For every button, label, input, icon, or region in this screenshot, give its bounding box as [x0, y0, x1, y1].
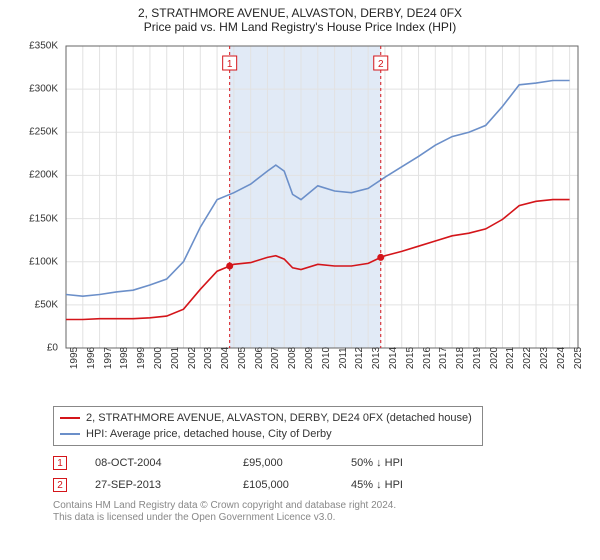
ytick-label: £200K [29, 170, 58, 181]
xtick-label: 2021 [505, 347, 516, 369]
ytick-label: £250K [29, 127, 58, 138]
sale-price-2: £105,000 [243, 479, 323, 491]
xtick-label: 2024 [556, 347, 567, 369]
xtick-label: 1998 [119, 347, 130, 369]
svg-text:1: 1 [227, 59, 233, 70]
legend-label-property: 2, STRATHMORE AVENUE, ALVASTON, DERBY, D… [86, 412, 472, 424]
ytick-label: £50K [35, 299, 58, 310]
ytick-label: £300K [29, 84, 58, 95]
xtick-label: 2007 [270, 347, 281, 369]
legend-swatch-hpi [60, 433, 80, 435]
sale-marker-1: 1 [53, 456, 67, 470]
ytick-label: £350K [29, 41, 58, 52]
footer: Contains HM Land Registry data © Crown c… [53, 500, 592, 524]
chart-area: 12 £0£50K£100K£150K£200K£250K£300K£350K1… [24, 38, 584, 400]
xtick-label: 2001 [170, 347, 181, 369]
ytick-label: £0 [47, 343, 58, 354]
xtick-label: 2022 [522, 347, 533, 369]
sale-date-2: 27-SEP-2013 [95, 479, 215, 491]
legend-row-hpi: HPI: Average price, detached house, City… [60, 426, 476, 442]
xtick-label: 2023 [539, 347, 550, 369]
xtick-label: 2004 [220, 347, 231, 369]
xtick-label: 2002 [187, 347, 198, 369]
chart-title: 2, STRATHMORE AVENUE, ALVASTON, DERBY, D… [8, 6, 592, 20]
xtick-label: 2011 [338, 347, 349, 369]
xtick-label: 2017 [438, 347, 449, 369]
footer-line-1: Contains HM Land Registry data © Crown c… [53, 500, 592, 512]
xtick-label: 2013 [371, 347, 382, 369]
sale-marker-2: 2 [53, 478, 67, 492]
sale-hpi-2: 45% ↓ HPI [351, 479, 431, 491]
legend-label-hpi: HPI: Average price, detached house, City… [86, 428, 332, 440]
title-block: 2, STRATHMORE AVENUE, ALVASTON, DERBY, D… [8, 6, 592, 34]
ytick-label: £100K [29, 256, 58, 267]
sale-date-1: 08-OCT-2004 [95, 457, 215, 469]
xtick-label: 2006 [254, 347, 265, 369]
xtick-label: 2003 [203, 347, 214, 369]
xtick-label: 2014 [388, 347, 399, 369]
xtick-label: 1996 [86, 347, 97, 369]
xtick-label: 2005 [237, 347, 248, 369]
xtick-label: 2000 [153, 347, 164, 369]
chart-subtitle: Price paid vs. HM Land Registry's House … [8, 20, 592, 34]
xtick-label: 2012 [354, 347, 365, 369]
sale-price-1: £95,000 [243, 457, 323, 469]
xtick-label: 2016 [422, 347, 433, 369]
xtick-label: 2010 [321, 347, 332, 369]
xtick-label: 2018 [455, 347, 466, 369]
xtick-label: 2008 [287, 347, 298, 369]
sale-row-2: 2 27-SEP-2013 £105,000 45% ↓ HPI [53, 474, 592, 496]
sales-list: 1 08-OCT-2004 £95,000 50% ↓ HPI 2 27-SEP… [53, 452, 592, 496]
legend-swatch-property [60, 417, 80, 419]
sale-hpi-1: 50% ↓ HPI [351, 457, 431, 469]
legend: 2, STRATHMORE AVENUE, ALVASTON, DERBY, D… [53, 406, 483, 446]
svg-text:2: 2 [378, 59, 384, 70]
footer-line-2: This data is licensed under the Open Gov… [53, 512, 592, 524]
xtick-label: 2009 [304, 347, 315, 369]
ytick-label: £150K [29, 213, 58, 224]
xtick-label: 2020 [489, 347, 500, 369]
line-chart: 12 [24, 38, 584, 400]
xtick-label: 1999 [136, 347, 147, 369]
legend-row-property: 2, STRATHMORE AVENUE, ALVASTON, DERBY, D… [60, 410, 476, 426]
xtick-label: 2019 [472, 347, 483, 369]
xtick-label: 1995 [69, 347, 80, 369]
xtick-label: 1997 [103, 347, 114, 369]
xtick-label: 2015 [405, 347, 416, 369]
sale-row-1: 1 08-OCT-2004 £95,000 50% ↓ HPI [53, 452, 592, 474]
xtick-label: 2025 [573, 347, 584, 369]
